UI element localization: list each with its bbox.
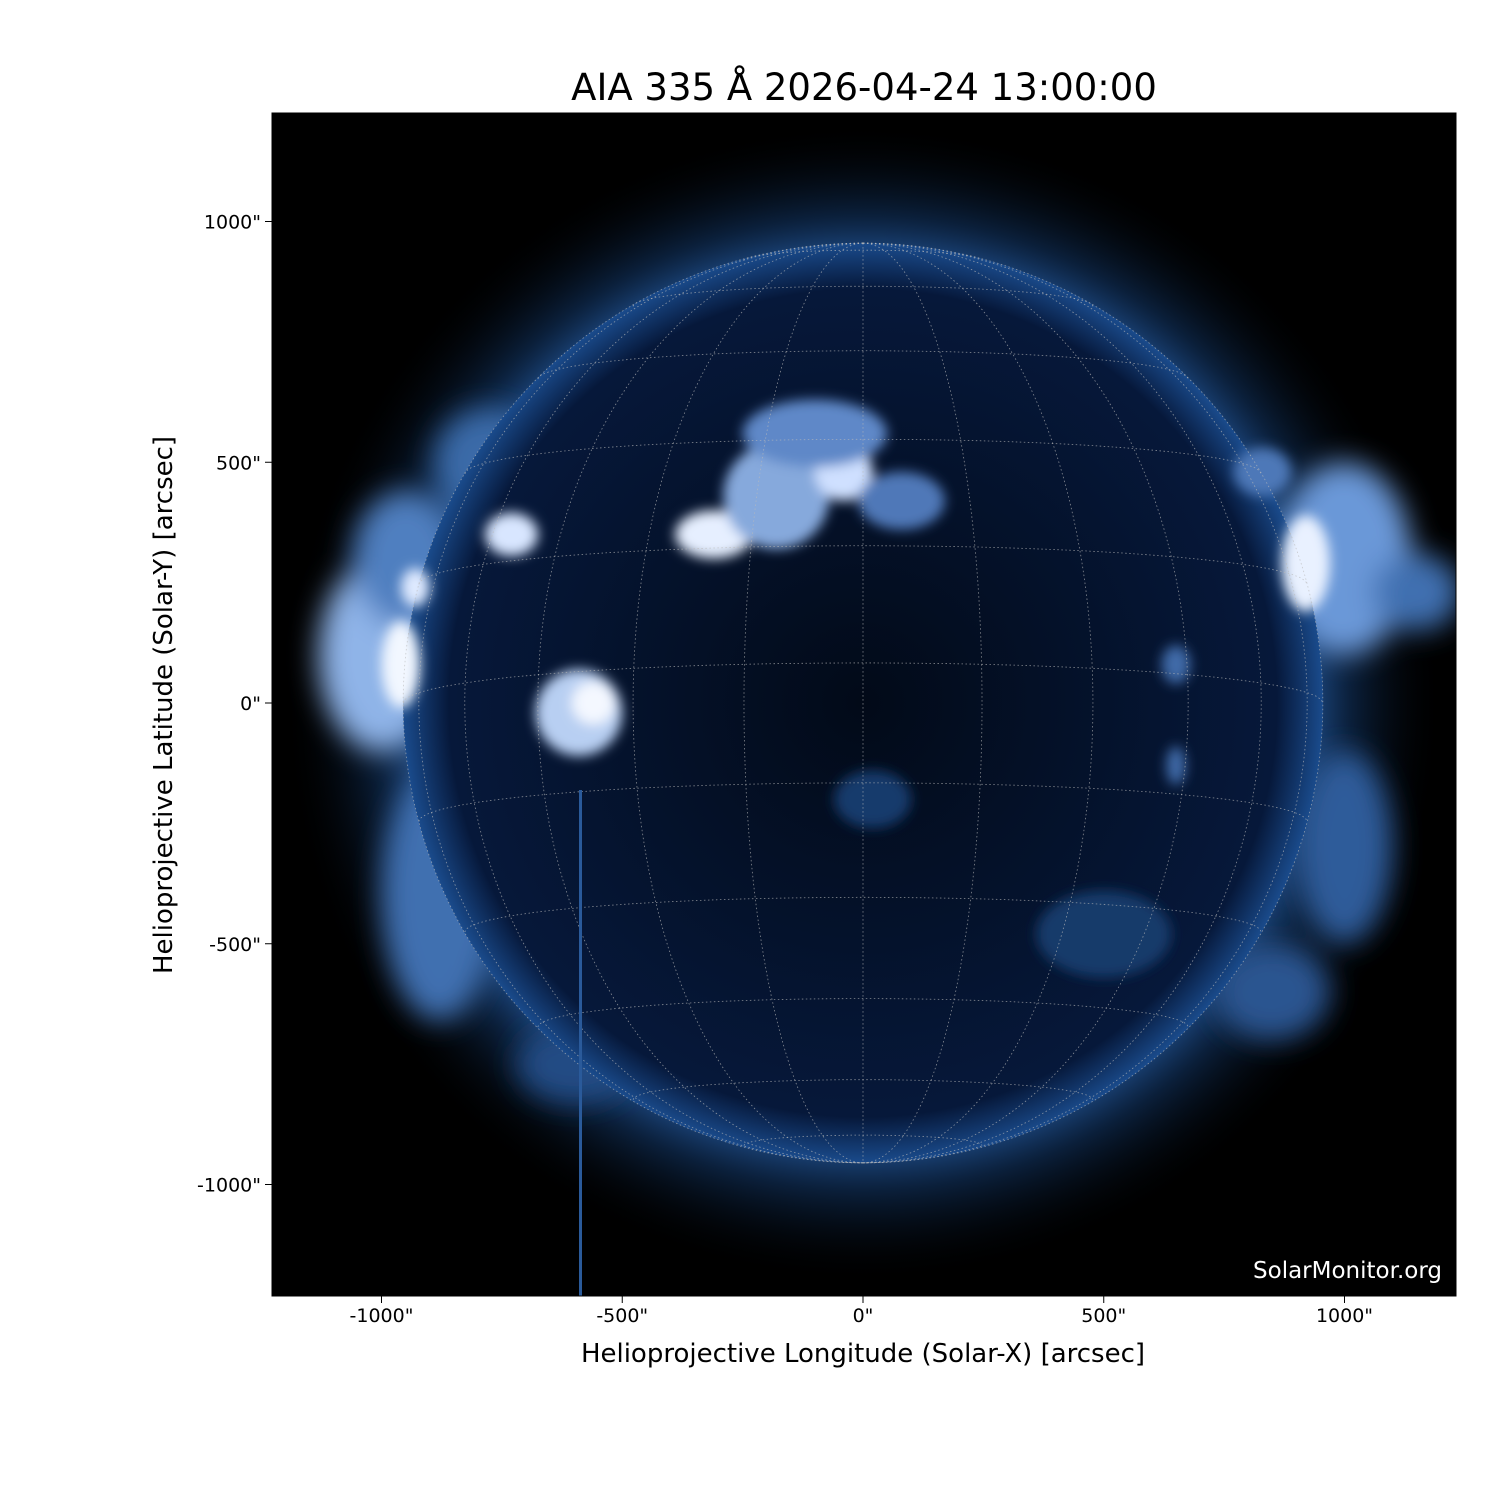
y-tick-label: -1000" <box>197 1175 261 1197</box>
active-region <box>858 471 945 530</box>
watermark: SolarMonitor.org <box>1253 1258 1442 1284</box>
active-region <box>1161 645 1191 684</box>
heliographic-grid <box>402 242 1324 1164</box>
active-region <box>400 568 430 607</box>
y-axis-label: Helioprojective Latitude (Solar-Y) [arcs… <box>149 436 179 974</box>
meridian-line <box>537 242 864 1164</box>
active-region <box>1166 746 1186 785</box>
x-axis-label: Helioprojective Longitude (Solar-X) [arc… <box>581 1339 1145 1369</box>
parallel-line <box>464 438 1262 475</box>
active-region <box>381 621 421 708</box>
plot-title: AIA 335 Å 2026-04-24 13:00:00 <box>571 66 1157 109</box>
active-region <box>723 442 830 549</box>
meridian-line <box>633 242 864 1164</box>
coronal-loop <box>1214 943 1331 1041</box>
active-region <box>485 512 538 557</box>
coronal-loop <box>1296 751 1393 944</box>
active-region <box>1281 515 1331 612</box>
coronal-loop <box>1373 553 1456 631</box>
meridian-line <box>862 242 1189 1164</box>
parallel-line <box>464 896 1262 933</box>
active-region <box>1233 447 1292 496</box>
parallel-line <box>632 1079 1094 1100</box>
active-region <box>834 770 912 829</box>
y-tick-label: -500" <box>209 934 261 956</box>
meridian-line <box>862 242 1093 1164</box>
x-tick-label: 0" <box>853 1305 874 1327</box>
parallel-line <box>537 350 1189 380</box>
meridian-line <box>862 242 1323 1164</box>
y-tick-label: 1000" <box>204 212 261 234</box>
parallel-line <box>632 285 1094 307</box>
active-region <box>742 399 888 468</box>
parallel-line <box>418 782 1308 822</box>
meridian-line <box>403 242 864 1164</box>
parallel-line <box>418 545 1308 585</box>
axes-frame <box>271 112 1457 1297</box>
bleed-artifact <box>579 790 582 1296</box>
parallel-line <box>743 249 983 261</box>
parallel-line <box>402 662 1324 704</box>
active-regions <box>381 399 1331 978</box>
parallel-line <box>743 1134 983 1146</box>
active-region <box>571 681 616 725</box>
active-region <box>1036 890 1172 978</box>
meridian-line <box>862 242 1261 1164</box>
x-tick-label: -500" <box>596 1305 648 1327</box>
x-tick-label: 500" <box>1081 1305 1126 1327</box>
x-tick-label: -1000" <box>350 1305 414 1327</box>
y-tick-label: 500" <box>216 452 261 474</box>
y-tick-label: 0" <box>240 693 261 715</box>
parallel-line <box>537 998 1189 1028</box>
meridian-line <box>465 242 864 1164</box>
x-tick-label: 1000" <box>1316 1305 1373 1327</box>
